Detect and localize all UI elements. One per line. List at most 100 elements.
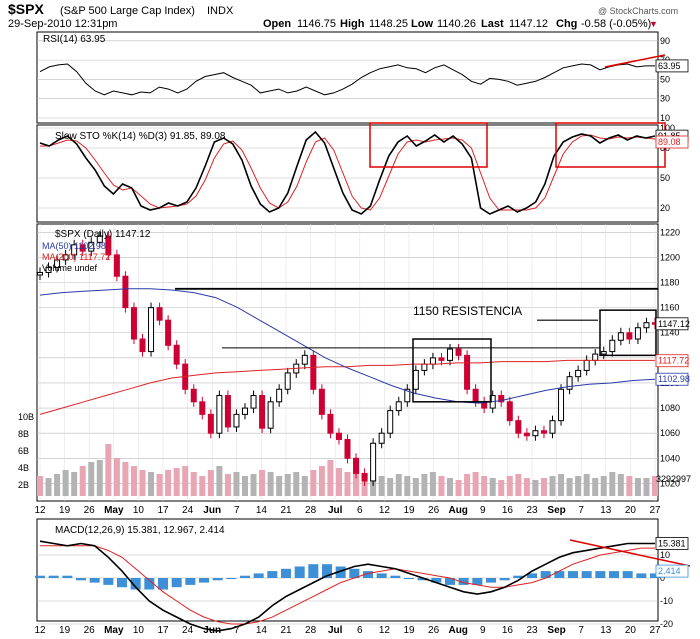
last-label: Last [481,18,504,30]
ma200-last-label-box [655,354,689,368]
candle-body [335,432,342,440]
volume-bar [421,474,428,496]
volume-tick-label: 6B [18,446,29,456]
high-value: 1148.25 [369,18,408,30]
rsi-tick-label: 30 [660,94,670,104]
macd-x-tick-label: Sep [547,625,565,636]
volume-tick-label: 4B [18,463,29,473]
low-label: Low [411,18,433,30]
macd-histogram-bar [185,578,196,585]
macd-histogram-bar [117,578,127,588]
breakout-box [599,309,657,357]
price-tick-label: 1140 [660,328,679,338]
stochastic-d-last-label: 89.08 [658,137,681,147]
macd-histogram-bar [322,564,332,578]
candle-body [122,275,129,309]
price-x-tick-label: Sep [547,505,565,516]
candle-body [284,372,291,390]
volume-bar [293,472,300,496]
volume-bar [190,472,197,496]
macd-histogram-bar [527,573,537,578]
macd-x-tick-label: Jun [203,625,221,636]
volume-bar [130,466,137,496]
candle-body [412,369,419,390]
volume-bar [464,474,471,496]
volume-bar [54,474,61,496]
macd-x-tick-label: 26 [428,625,440,636]
price-x-tick-label: 23 [526,505,538,516]
price-x-tick-label: 17 [157,505,169,516]
volume-bar [515,474,522,496]
consolidation-box [412,338,492,403]
macd-histogram-bar [62,575,73,578]
rsi-last-label: 63.95 [658,61,681,71]
volume-bar [156,474,163,496]
volume-bar [62,470,69,496]
volume-bar [592,478,599,496]
candle-body [79,244,86,252]
volume-bar [267,472,274,496]
volume-bar [643,478,650,496]
price-x-tick-label: 9 [480,505,486,516]
volume-bar [583,474,590,496]
macd-x-tick-label: 24 [182,625,194,636]
macd-histogram-bar [267,571,278,578]
macd-histogram-bar [417,578,428,581]
price-x-tick-label: 27 [649,505,661,516]
price-x-tick-label: 26 [84,505,96,516]
candle-body [643,322,650,329]
macd-histogram-bar [171,578,182,588]
candle-body [310,354,317,390]
rsi-panel [36,31,659,124]
volume-bar [45,478,52,496]
price-last-label: 1147.12 [658,319,690,329]
macd-tick-label: 10 [660,550,670,560]
macd-x-tick-label: 17 [157,625,169,636]
volume-bar [609,472,616,496]
macd-x-tick-label: 6 [357,625,363,636]
volume-bar [626,476,633,496]
volume-bar [429,472,436,496]
candle-body [617,332,624,341]
candle-body [540,430,547,434]
volume-bar [284,474,291,496]
high-label: High [340,18,365,30]
labels-layer: 907050301063.9510080502091.8589.08122012… [18,36,691,636]
volume-bar [259,470,266,496]
macd-histogram-bar [89,578,100,583]
volume-bar [122,462,129,496]
volume-bar [182,466,189,496]
price-tick-label: 1160 [660,303,679,313]
volume-bar [105,444,112,496]
candle-body [37,271,43,276]
candle-body [259,395,266,429]
price-x-tick-label: 12 [34,505,46,516]
candle-body [575,369,582,378]
candle-body [566,376,573,390]
volume-bar [233,472,240,496]
macd-histogram-bar [622,571,633,578]
macd-last-label: 15.381 [658,539,686,549]
volume-bar [250,474,257,496]
exchange: INDX [207,5,234,17]
volume-bar [79,466,86,496]
volume-bar [344,472,351,496]
volume-bar [404,476,411,496]
candle-body [583,359,590,371]
volume-bar [489,478,496,496]
macd-histogram-bar [445,578,455,585]
candle-body [506,401,513,422]
price-tick-label: 1080 [660,403,680,413]
macd-panel [36,518,659,622]
macd-histogram-bar [431,578,442,583]
volume-bar [600,476,607,496]
rsi-tick-label: 10 [660,113,670,123]
macd-x-tick-label: 12 [34,625,46,636]
price-x-tick-label: Aug [448,505,467,516]
candle-body [600,351,607,355]
rsi-title: RSI(14) 63.95 [43,34,106,45]
candle-body [626,332,633,340]
price-x-tick-label: 13 [600,505,612,516]
macd-x-tick-label: 23 [526,625,538,636]
